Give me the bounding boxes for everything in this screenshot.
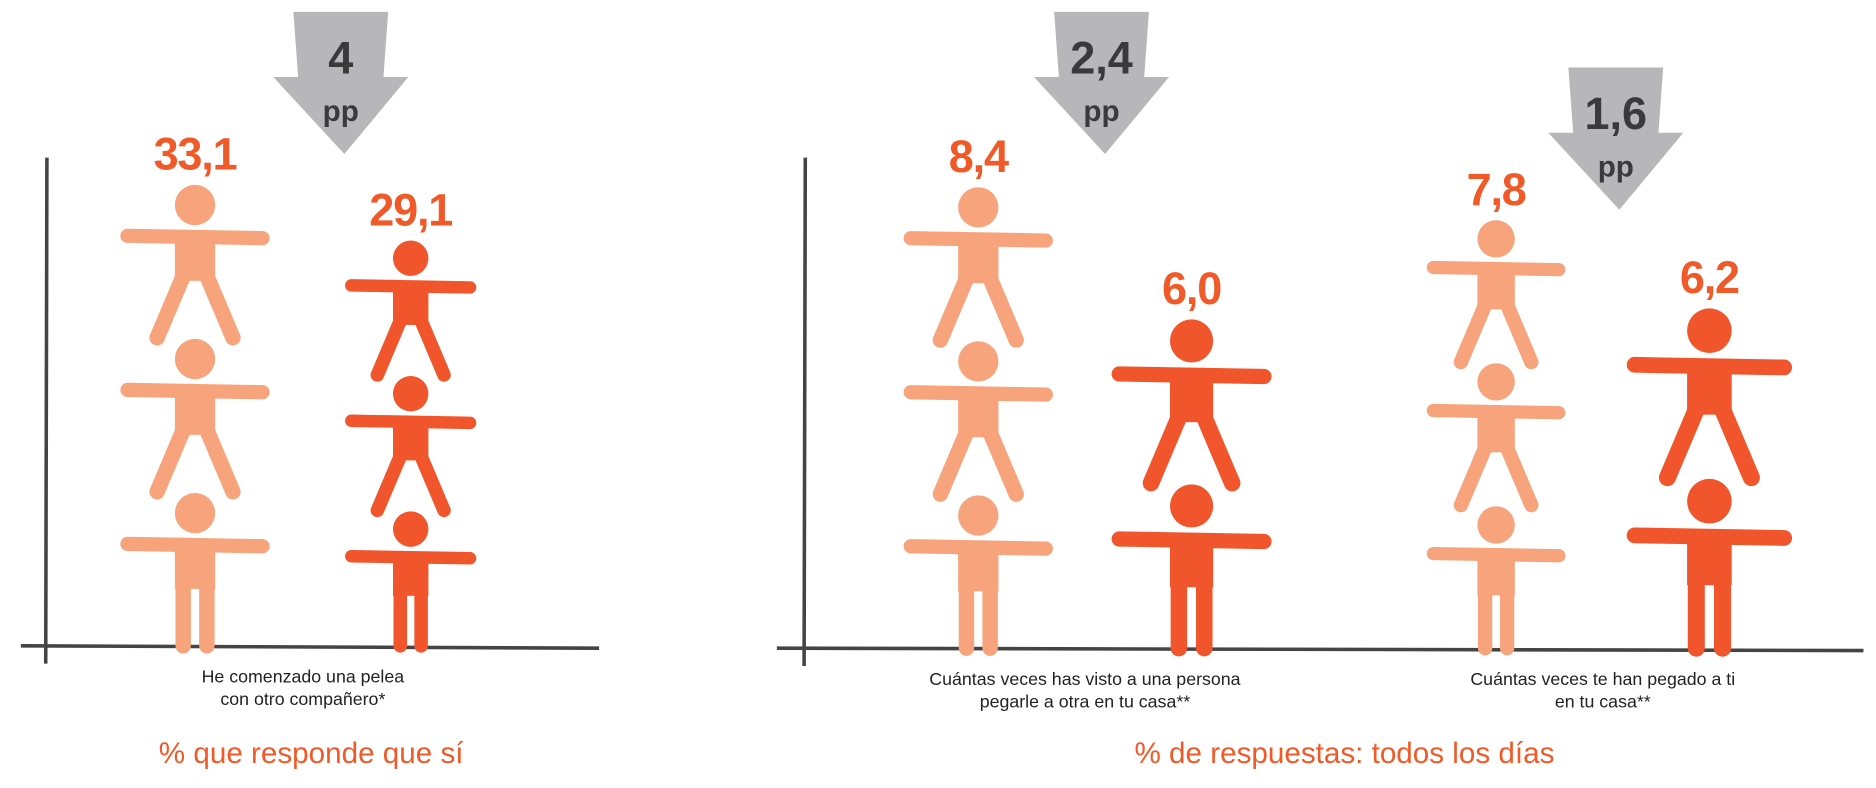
subtitle: % que responde que sí <box>158 737 464 771</box>
value-label: 33,1 <box>154 128 237 179</box>
subtitle-box: % que responde que sí <box>158 737 464 771</box>
figure-head <box>1169 484 1214 528</box>
category-label: Cuántas veces has visto a una persona pe… <box>929 669 1241 713</box>
figure-leg <box>149 268 191 346</box>
figure-head <box>1477 506 1515 544</box>
figure-leg <box>370 449 408 518</box>
category-label: He comenzado una pelea con otro compañer… <box>201 667 405 710</box>
x-axis <box>776 646 1864 653</box>
y-axis <box>43 157 49 664</box>
figure-leg <box>1714 400 1760 487</box>
figure-stack <box>903 187 1053 656</box>
value-label: 7,8 <box>1467 164 1526 215</box>
subtitle: % de respuestas: todos los días <box>1134 737 1555 771</box>
arrow <box>1548 67 1684 210</box>
figure-leg <box>1453 440 1493 513</box>
arrow-unit: pp <box>1083 95 1119 128</box>
x-axis <box>20 644 600 650</box>
figure-leg <box>1196 408 1241 492</box>
figure-leg <box>1453 297 1493 370</box>
figure-leg <box>982 424 1024 502</box>
figure-head <box>1477 220 1515 258</box>
figure-leg <box>932 270 975 348</box>
figure-leg <box>1658 400 1705 487</box>
figure-head <box>1687 308 1732 353</box>
figure-head <box>392 511 429 547</box>
arrow-value: 4 <box>328 32 353 83</box>
figure-stack <box>1426 220 1566 656</box>
figure-head <box>392 240 429 276</box>
category-label-box: Cuántas veces te han pegado a ti en tu c… <box>1470 669 1736 713</box>
figure-leg <box>370 314 408 382</box>
value-label: 29,1 <box>369 184 452 235</box>
arrow-value: 1,6 <box>1585 88 1648 139</box>
value-label: 6,2 <box>1680 252 1739 303</box>
category-label: Cuántas veces te han pegado a ti en tu c… <box>1470 669 1736 713</box>
figure-head <box>1687 478 1732 524</box>
figure-leg <box>932 424 975 502</box>
figure-head <box>392 375 429 412</box>
figure-head <box>1169 319 1214 363</box>
figure-leg <box>414 314 451 382</box>
figure-head <box>174 492 216 534</box>
figure-leg <box>199 422 241 500</box>
y-axis <box>802 157 808 666</box>
value-label: 6,0 <box>1162 263 1221 314</box>
value-label: 8,4 <box>949 131 1009 182</box>
figure-leg <box>149 422 191 500</box>
arrow <box>273 11 409 155</box>
figure-head <box>958 187 999 228</box>
figure-leg <box>1499 297 1539 370</box>
arrow-value: 2,4 <box>1070 32 1133 83</box>
figure-stack <box>1111 319 1272 657</box>
figure-leg <box>1142 408 1188 492</box>
arrow <box>1033 11 1170 155</box>
figure-stack <box>1626 308 1793 657</box>
figure-stack <box>120 184 270 654</box>
figure-stack <box>345 240 477 653</box>
figure-head <box>958 495 999 536</box>
arrow-unit: pp <box>323 95 359 128</box>
figure-head <box>174 338 216 380</box>
figure-head <box>1477 363 1515 401</box>
figure-head <box>958 341 999 382</box>
figure-head <box>174 184 216 226</box>
category-label-box: He comenzado una pelea con otro compañer… <box>201 667 405 710</box>
figure-leg <box>414 449 451 518</box>
subtitle-box: % de respuestas: todos los días <box>1134 737 1555 771</box>
figure-leg <box>1499 440 1539 513</box>
figure-leg <box>199 268 241 346</box>
arrow-unit: pp <box>1598 151 1634 184</box>
category-label-box: Cuántas veces has visto a una persona pe… <box>929 669 1241 713</box>
figure-leg <box>982 270 1024 348</box>
